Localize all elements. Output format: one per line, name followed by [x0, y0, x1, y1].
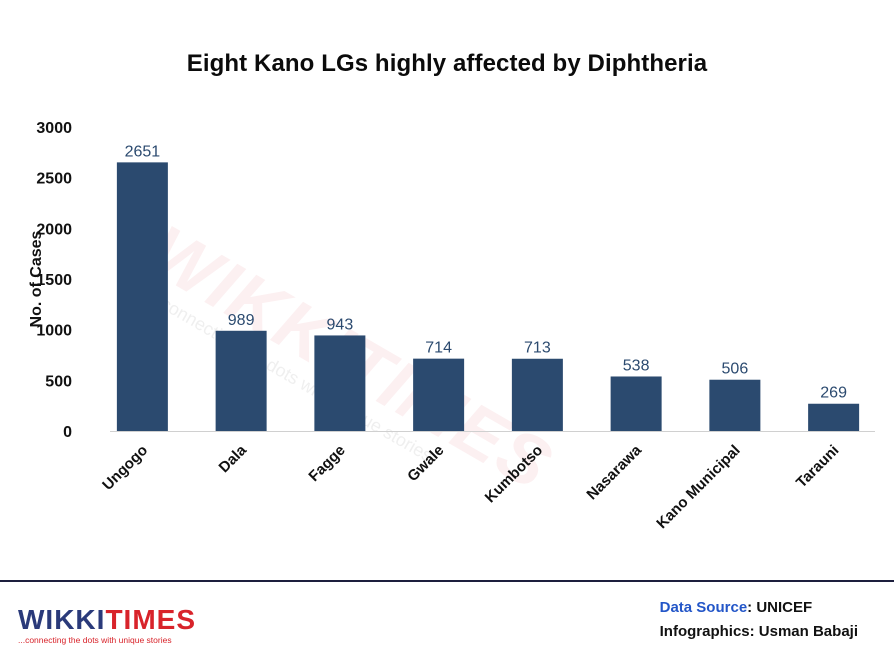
- data-label: 943: [327, 316, 354, 333]
- bar-nasarawa: [610, 376, 662, 431]
- y-tick-label: 2500: [36, 171, 72, 188]
- credits-block: Data Source: UNICEF Infographics: Usman …: [660, 596, 858, 644]
- footer-divider: [0, 580, 894, 582]
- bar-dala: [215, 330, 267, 431]
- data-label: 2651: [125, 143, 161, 160]
- logo-wordmark-right: TIMES: [105, 604, 196, 635]
- bar-ungogo: [116, 162, 168, 431]
- x-tick-label: Kano Municipal: [653, 442, 743, 532]
- data-source-value: : UNICEF: [747, 599, 813, 616]
- y-tick-label: 3000: [36, 120, 72, 137]
- logo-tagline: ...connecting the dots with unique stori…: [18, 635, 172, 645]
- brand-logo: WIKKITIMES ...connecting the dots with u…: [18, 604, 196, 646]
- data-label: 506: [722, 361, 749, 378]
- x-tick-label: Dala: [216, 441, 251, 476]
- data-label: 714: [425, 340, 452, 357]
- x-tick-label: Tarauni: [793, 442, 843, 492]
- y-tick-label: 0: [63, 424, 72, 441]
- x-tick-label: Ungogo: [99, 442, 151, 494]
- y-tick-label: 1500: [36, 272, 72, 289]
- data-label: 713: [524, 340, 551, 357]
- y-tick-label: 2000: [36, 221, 72, 238]
- logo-wordmark-left: WIKKI: [18, 604, 106, 635]
- x-tick-label: Fagge: [305, 442, 348, 485]
- data-label: 269: [820, 385, 847, 402]
- y-tick-label: 1000: [36, 323, 72, 340]
- chart-title: Eight Kano LGs highly affected by Diphth…: [186, 50, 708, 77]
- bar-gwale: [413, 358, 465, 431]
- bar-chart: 0 500 1000 1500 2000 2500 3000 No. of Cases 2651…: [28, 120, 875, 532]
- x-tick-label: Kumbotso: [482, 442, 546, 506]
- y-tick-label: 500: [45, 373, 72, 390]
- bar-kano-municipal: [709, 379, 761, 431]
- data-label: 538: [623, 357, 650, 374]
- data-source-line: Data Source: UNICEF: [660, 596, 858, 620]
- bar-fagge: [314, 335, 366, 431]
- infographics-credit: Infographics: Usman Babaji: [659, 623, 858, 640]
- x-tick-label: Nasarawa: [583, 441, 645, 503]
- x-tick-label: Gwale: [404, 442, 447, 485]
- data-source-label: Data Source: [659, 599, 748, 616]
- y-axis-label: No. of Cases: [28, 230, 45, 327]
- bar-kumbotso: [511, 358, 563, 431]
- bar-tarauni: [808, 403, 860, 431]
- data-label: 989: [228, 312, 255, 329]
